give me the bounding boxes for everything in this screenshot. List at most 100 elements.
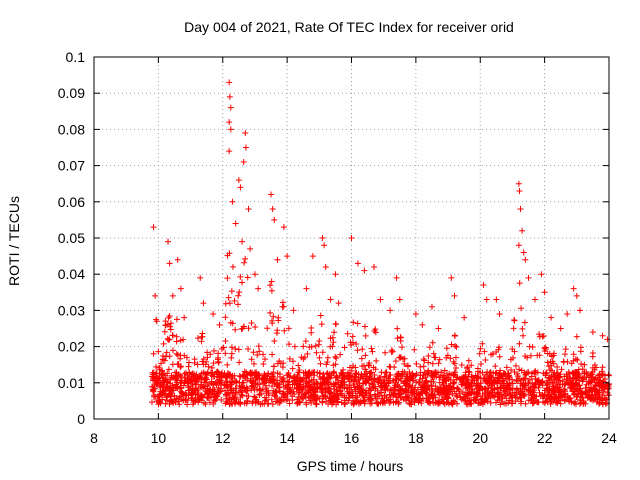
data-point: [249, 383, 256, 390]
data-point: [398, 344, 405, 351]
data-point: [541, 348, 548, 355]
data-point: [308, 329, 315, 336]
data-point: [474, 365, 481, 372]
data-point: [425, 359, 432, 366]
data-point: [351, 384, 358, 391]
data-point: [236, 359, 243, 366]
data-point: [502, 385, 509, 392]
data-point: [468, 381, 475, 388]
data-point: [162, 353, 169, 360]
data-point: [322, 385, 329, 392]
data-point: [518, 377, 525, 384]
data-point-peak: [242, 130, 249, 137]
data-point: [369, 348, 376, 355]
data-point: [241, 259, 248, 266]
data-point: [176, 401, 183, 408]
data-point: [449, 400, 456, 407]
data-point: [237, 273, 244, 280]
data-point-peak: [177, 285, 184, 292]
data-point: [593, 388, 600, 395]
data-point: [488, 351, 495, 358]
data-point: [430, 350, 437, 357]
data-point: [503, 364, 510, 371]
data-point: [228, 344, 235, 351]
data-point: [256, 372, 263, 379]
data-point-peak: [227, 126, 234, 133]
data-point: [232, 345, 239, 352]
data-point: [429, 360, 436, 367]
data-point: [335, 377, 342, 384]
data-point: [483, 371, 490, 378]
data-point: [455, 388, 462, 395]
data-point: [226, 250, 233, 257]
data-point: [408, 397, 415, 404]
data-point: [384, 386, 391, 393]
data-point: [353, 341, 360, 348]
data-point: [508, 400, 515, 407]
data-point: [331, 369, 338, 376]
data-point-peak: [153, 318, 160, 325]
data-point: [505, 370, 512, 377]
data-point: [223, 395, 230, 402]
data-point: [330, 397, 337, 404]
data-point: [495, 389, 502, 396]
data-point: [256, 348, 263, 355]
data-point: [281, 327, 288, 334]
data-point-peak: [361, 267, 368, 274]
data-point: [231, 297, 238, 304]
data-point: [291, 343, 298, 350]
data-point: [150, 369, 157, 376]
data-point: [161, 328, 168, 335]
x-axis-label: GPS time / hours: [297, 458, 404, 474]
data-point: [570, 388, 577, 395]
data-point: [192, 381, 199, 388]
data-point: [406, 382, 413, 389]
data-point-peak: [557, 325, 564, 332]
data-point: [312, 392, 319, 399]
data-point: [366, 392, 373, 399]
y-tick-label: 0.07: [58, 158, 85, 174]
data-point: [270, 363, 277, 370]
data-point: [553, 375, 560, 382]
data-point: [449, 379, 456, 386]
data-point: [215, 369, 222, 376]
data-point: [543, 369, 550, 376]
data-point: [491, 385, 498, 392]
data-point: [434, 398, 441, 405]
data-point: [210, 360, 217, 367]
data-point: [530, 383, 537, 390]
data-point: [511, 317, 518, 324]
data-point: [173, 333, 180, 340]
data-point: [197, 382, 204, 389]
data-point: [366, 362, 373, 369]
y-tick-label: 0.09: [58, 85, 85, 101]
data-point: [579, 375, 586, 382]
data-point: [239, 388, 246, 395]
data-point: [275, 314, 282, 321]
data-point: [354, 320, 361, 327]
data-point-peak: [531, 296, 538, 303]
data-point-peak: [251, 271, 258, 278]
data-point: [576, 382, 583, 389]
data-point: [546, 394, 553, 401]
data-point: [225, 294, 232, 301]
x-tick-label: 10: [151, 430, 167, 446]
data-point-peak: [327, 296, 334, 303]
data-point: [536, 333, 543, 340]
data-point: [558, 393, 565, 400]
data-point-peak: [525, 274, 532, 281]
data-point: [555, 379, 562, 386]
data-point: [289, 365, 296, 372]
y-tick-label: 0.03: [58, 302, 85, 318]
data-point: [169, 398, 176, 405]
data-point: [169, 332, 176, 339]
axis-ticks: 0 0.01 0.02 0.03 0.04 0.05 0.06 0.07 0.08 0.09 0.1…: [58, 49, 617, 446]
data-point: [280, 303, 287, 310]
data-point: [479, 369, 486, 376]
data-point: [587, 386, 594, 393]
data-point: [509, 385, 516, 392]
data-point: [510, 325, 517, 332]
data-point: [337, 388, 344, 395]
data-point: [518, 305, 525, 312]
data-point: [431, 391, 438, 398]
